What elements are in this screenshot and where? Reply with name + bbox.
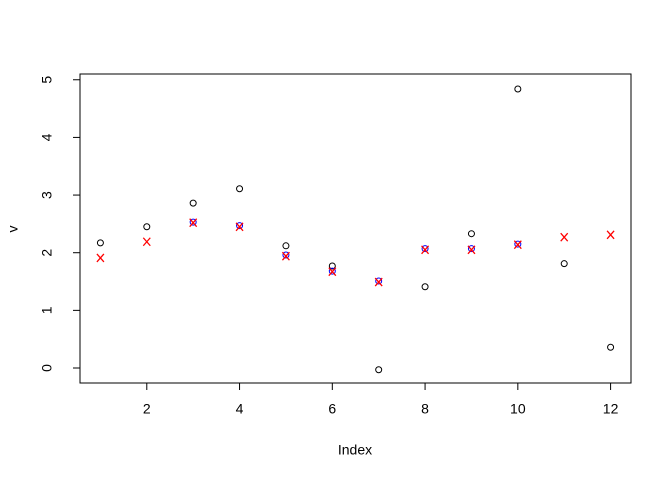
- point: [143, 223, 151, 231]
- x-axis-label: Index: [338, 442, 372, 458]
- x-tick-label: 8: [421, 401, 429, 417]
- point: [467, 245, 475, 253]
- point: [328, 262, 336, 270]
- point-stroke: [96, 253, 105, 263]
- x-tick-label: 6: [328, 401, 336, 417]
- point: [421, 245, 430, 255]
- point-stroke: [513, 240, 522, 250]
- point-stroke: [328, 267, 337, 277]
- x-tick-label: 4: [236, 401, 244, 417]
- point: [328, 267, 336, 275]
- point: [375, 366, 383, 374]
- point-stroke: [142, 237, 151, 247]
- point: [282, 251, 290, 259]
- point: [189, 218, 198, 228]
- point: [142, 237, 151, 247]
- point: [514, 240, 522, 248]
- point-stroke: [467, 245, 476, 255]
- x-tick-label: 10: [510, 401, 526, 417]
- point: [189, 218, 197, 226]
- point: [374, 277, 383, 287]
- point: [514, 85, 522, 93]
- point: [96, 253, 105, 263]
- point: [281, 251, 290, 261]
- x-tick-label: 2: [143, 401, 151, 417]
- y-tick-label: 2: [39, 249, 55, 257]
- y-tick-label: 4: [39, 133, 55, 141]
- y-tick-label: 5: [39, 76, 55, 84]
- x-tick-label: 12: [603, 401, 619, 417]
- y-tick-label: 3: [39, 191, 55, 199]
- point: [282, 242, 290, 250]
- point-stroke: [235, 222, 244, 232]
- point-stroke: [374, 277, 383, 287]
- point: [236, 222, 244, 230]
- point: [513, 240, 522, 250]
- y-tick-label: 0: [39, 364, 55, 372]
- point: [96, 239, 104, 247]
- point: [235, 222, 244, 232]
- y-tick-label: 1: [39, 306, 55, 314]
- point-stroke: [560, 232, 569, 242]
- y-axis-label: v: [5, 226, 21, 233]
- point: [375, 277, 383, 285]
- point: [560, 232, 569, 242]
- plot-frame: [79, 73, 632, 384]
- point: [236, 185, 244, 193]
- point: [421, 283, 429, 291]
- point: [467, 245, 476, 255]
- point: [606, 230, 615, 240]
- point: [560, 260, 568, 268]
- point-stroke: [606, 230, 615, 240]
- point-stroke: [281, 251, 290, 261]
- point-stroke: [189, 218, 198, 228]
- point: [421, 245, 429, 253]
- point-stroke: [421, 245, 430, 255]
- point: [328, 267, 337, 277]
- point: [467, 230, 475, 238]
- point: [607, 343, 615, 351]
- point: [189, 199, 197, 207]
